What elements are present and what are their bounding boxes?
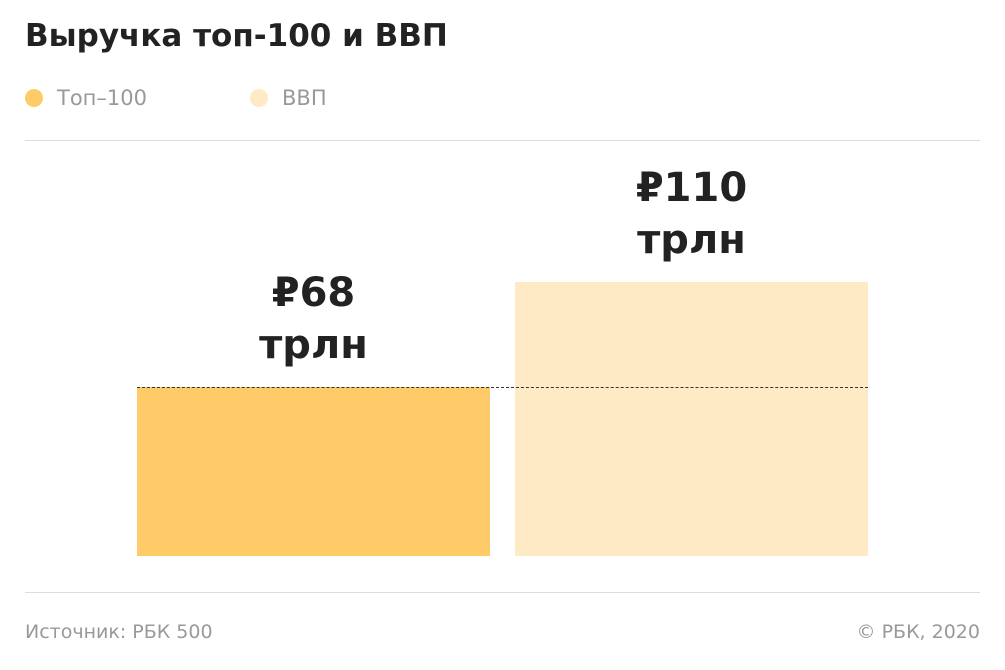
legend-label: ВВП: [282, 86, 327, 110]
value-label: ₽110 трлн: [635, 165, 748, 263]
legend-swatch: [25, 89, 43, 107]
divider: [25, 592, 980, 593]
source: Источник: РБК 500: [25, 621, 213, 643]
value-label: ₽68 трлн: [259, 269, 368, 368]
chart-title: Выручка топ-100 и ВВП: [25, 18, 448, 54]
legend-item: ВВП: [250, 86, 327, 110]
bar: [137, 386, 490, 556]
copyright: © РБК, 2020: [856, 621, 980, 643]
divider: [25, 140, 980, 141]
legend-label: Топ–100: [57, 86, 147, 110]
bar: [515, 282, 868, 556]
reference-line: [137, 386, 868, 388]
legend-item: Топ–100: [25, 86, 147, 110]
legend-swatch: [250, 89, 268, 107]
